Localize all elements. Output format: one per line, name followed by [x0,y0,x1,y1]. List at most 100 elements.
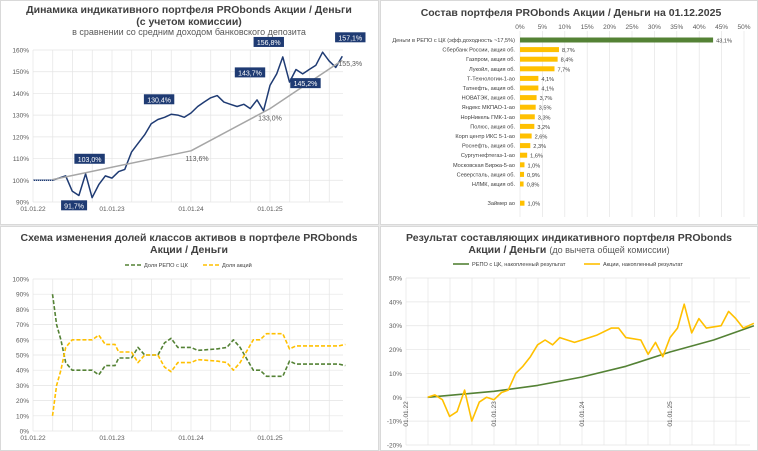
y-tick-label: 90% [16,292,29,299]
bar-value-label: 3,2% [537,125,550,131]
y-tick-label: 60% [16,337,29,344]
y-tick-label: 140% [12,91,29,98]
y-tick-label: 160% [12,48,29,55]
x-tick-label: 50% [737,24,750,31]
bar-value-label: 7,7% [557,67,570,73]
chart-title: Динамика индикативного портфеля PRObonds… [26,4,352,16]
category-label: Корп центр ИКС 5-1-ао [455,134,515,140]
chart-title: Состав портфеля PRObonds Акции / Деньги … [421,7,722,19]
y-tick-label: 100% [12,178,29,185]
bar [520,95,537,101]
data-label: 145,2% [294,81,318,88]
category-label: Сбербанк России, акция об. [442,48,515,54]
bar-value-label: 1,6% [530,154,543,160]
category-label: Сургутнефтегаз-1-ао [461,153,515,159]
x-tick-label: 5% [538,24,548,31]
bar [520,162,525,168]
legend-label: Доля РЕПО с ЦК [144,263,189,269]
x-tick-label: 10% [558,24,571,31]
y-tick-label: 80% [16,307,29,314]
category-label: Полюс, акция об. [470,124,515,130]
y-tick-label: 40% [389,299,402,306]
legend-label: Доля акций [222,262,252,269]
y-tick-label: 50% [389,276,402,283]
y-tick-label: 20% [16,398,29,405]
y-tick-label: 110% [13,156,29,163]
bar-value-label: 4,1% [541,87,554,93]
chart-title-line2: (с учетом комиссии) [136,16,242,28]
bar [520,75,539,81]
bar [520,114,535,120]
x-tick-label: 20% [603,24,616,31]
data-label-box [143,94,175,105]
bar-value-label: 0,8% [527,183,540,189]
bar-value-label: 2,3% [533,144,546,150]
category-label: Татнефть, акция об. [463,86,516,92]
bar [520,123,535,129]
data-label: 155,3% [338,61,362,68]
x-tick-label: 15% [581,24,594,31]
x-tick-label: 01.01.24 [178,435,204,442]
y-tick-label: 130% [12,113,29,120]
bar-value-label: 4,1% [541,77,554,83]
bar [520,37,714,43]
category-label: Роснефть, акция об. [462,144,515,150]
y-tick-label: 10% [389,371,402,378]
y-tick-label: 0% [20,429,30,436]
y-tick-label: 90% [16,200,29,207]
y-tick-label: -20% [387,443,402,450]
x-tick-label: 01.01.22 [20,435,46,442]
bar [520,200,525,206]
series-line [33,51,343,199]
series-line [51,294,346,378]
x-tick-label: 01.01.23 [99,206,125,213]
svg-text:Акции / Деньги(до вычета общей: Акции / Деньги (до вычета общей комиссии) [468,244,669,256]
category-label: Лукойл, акция об. [469,66,515,73]
data-label: 133,0% [258,116,282,123]
x-tick-label: 01.01.25 [257,435,283,442]
series-line [427,303,755,422]
y-tick-label: 120% [12,134,29,141]
bar [520,66,555,72]
category-label: Деньги в РЕПО с ЦК (эфф.доходность ~17,5… [392,38,515,44]
data-label-box [290,78,321,89]
legend-label: Акции, накопленный результат [603,261,683,268]
y-tick-label: 150% [12,69,29,76]
data-label: 130,4% [147,97,171,104]
bar [520,143,531,149]
x-tick-label: 40% [693,24,706,31]
chart-title-line2: Акции / Деньги [468,244,546,256]
bar-value-label: 2,6% [535,135,548,141]
y-tick-label: 100% [12,277,29,284]
x-tick-label: 01.01.23 [491,401,498,427]
chart-title: Результат составляющих индикативного пор… [406,232,732,244]
category-label: Т-Технологии-1-ао [467,76,515,82]
x-tick-label: 45% [715,24,728,31]
portfolio-composition-chart: Состав портфеля PRObonds Акции / Деньги … [380,0,758,225]
bar-value-label: 3,7% [540,96,553,102]
x-tick-label: 01.01.22 [403,401,410,427]
x-tick-label: 01.01.24 [579,401,586,427]
x-tick-label: 01.01.22 [20,206,46,213]
bar-value-label: 1,0% [527,163,540,169]
bar [520,181,524,187]
x-tick-label: 01.01.23 [99,435,125,442]
series-line [51,332,346,416]
chart-title-note: (до вычета общей комиссии) [549,245,669,255]
x-tick-label: 01.01.24 [178,206,204,213]
category-label: НОВАТЭК, акция об. [462,96,516,102]
data-label: 113,6% [185,156,208,163]
bar-value-label: 43,1% [716,39,732,45]
data-label-box [74,153,105,164]
bar [520,104,536,110]
data-label-box [253,36,284,47]
y-tick-label: 40% [16,368,29,375]
bar-value-label: 3,5% [539,106,552,112]
x-tick-label: 25% [625,24,638,31]
data-label-box [234,67,266,78]
category-label: Яндекс МКПАО-1-ао [462,105,515,111]
category-label: НЛМК, акция об. [472,182,516,188]
x-tick-label: 01.01.25 [257,206,283,213]
bar [520,152,528,158]
x-tick-label: 01.01.25 [667,401,674,427]
